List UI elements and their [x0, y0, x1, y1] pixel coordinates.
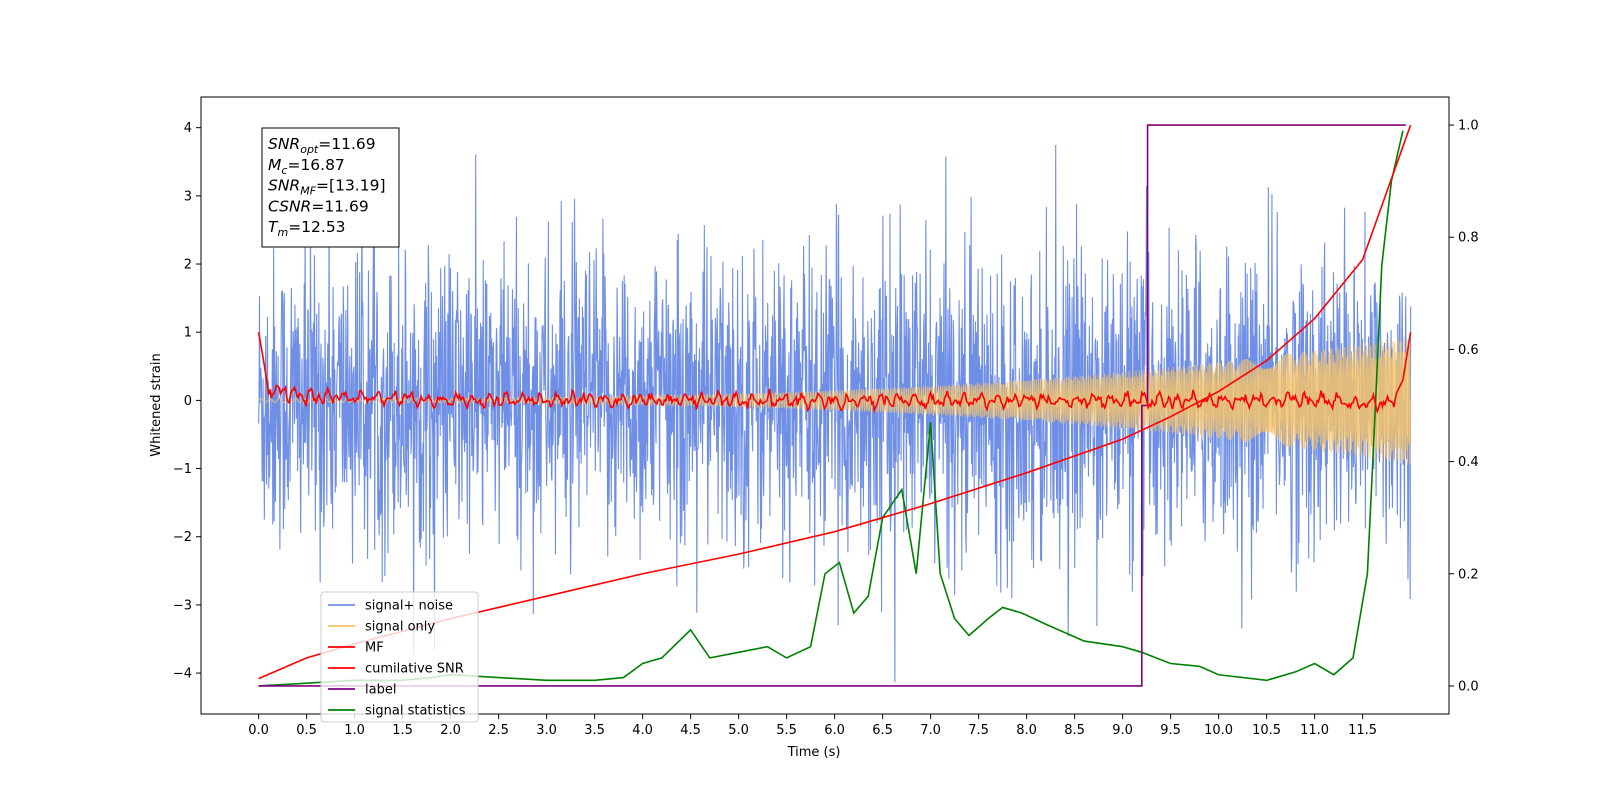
- y-tick-label: −2: [173, 530, 192, 545]
- annotation-symbol: T: [268, 218, 279, 236]
- x-tick-label: 2.0: [440, 723, 461, 738]
- annotation-subscript: MF: [300, 185, 316, 198]
- line-label: [258, 124, 1406, 687]
- annotation-subscript: opt: [300, 143, 319, 156]
- annotation-value: =12.53: [288, 218, 345, 236]
- y2-tick-label: 1.0: [1458, 119, 1479, 134]
- x-tick-label: 1.5: [392, 723, 413, 738]
- x-axis-ticks: 0.0 0.5 1.0 1.5 2.0 2.5 3.0 3.5 4.0 4.5 5.0 5.5 6.0 6…: [248, 714, 1377, 738]
- annotation-line: SNRopt=11.69: [268, 135, 376, 156]
- annotation-symbol: SNR: [268, 135, 300, 153]
- y-axis-ticks: 4 3 2 1 0 −1 −2 −3 −4: [173, 121, 201, 682]
- legend-label: label: [365, 683, 396, 698]
- y-tick-label: 4: [184, 121, 192, 136]
- annotation-symbol: SNR: [268, 177, 300, 195]
- legend-label: MF: [365, 641, 384, 656]
- x-tick-label: 6.5: [872, 723, 893, 738]
- y2-tick-label: 0.8: [1458, 231, 1479, 246]
- x-tick-label: 6.0: [824, 723, 845, 738]
- x-tick-label: 1.0: [344, 723, 365, 738]
- annotation-line: CSNR=11.69: [268, 197, 369, 215]
- x-tick-label: 8.0: [1016, 723, 1037, 738]
- y-axis-label: Whitened strain: [149, 353, 164, 456]
- annotation-value: =16.87: [287, 156, 344, 174]
- line-signal-statistics: [258, 130, 1404, 687]
- annotation-line: Mc=16.87: [268, 156, 345, 177]
- annotation-line: Tm=12.53: [268, 218, 346, 239]
- legend-label: signal only: [365, 620, 435, 635]
- y2-tick-label: 0.6: [1458, 343, 1479, 358]
- annotation-value: =11.69: [311, 197, 368, 215]
- annotation-value: =[13.19]: [316, 177, 385, 195]
- x-tick-label: 5.5: [776, 723, 797, 738]
- legend-label: signal+ noise: [365, 599, 453, 614]
- annotation-line: SNRMF=[13.19]: [268, 177, 386, 198]
- x-tick-label: 11.5: [1348, 723, 1377, 738]
- legend: signal+ noise signal only MF cumilative SNR…: [320, 591, 479, 723]
- x-tick-label: 0.5: [296, 723, 317, 738]
- annotation-symbol: CSNR: [268, 197, 311, 215]
- y2-axis-ticks: 1.0 0.8 0.6 0.4 0.2 0.0: [1449, 119, 1479, 694]
- y-tick-label: −4: [173, 667, 192, 682]
- x-tick-label: 8.5: [1064, 723, 1085, 738]
- legend-frame: [320, 591, 479, 723]
- legend-label: signal statistics: [365, 704, 466, 719]
- line-mf: [257, 332, 1412, 414]
- x-tick-label: 3.5: [584, 723, 605, 738]
- plot-frame: [200, 96, 1450, 715]
- x-tick-label: 4.0: [632, 723, 653, 738]
- x-tick-label: 9.0: [1112, 723, 1133, 738]
- x-tick-label: 0.0: [248, 723, 269, 738]
- annotation-frame: [261, 127, 400, 248]
- x-tick-label: 11.0: [1300, 723, 1329, 738]
- x-tick-label: 7.0: [920, 723, 941, 738]
- annotation-subscript: c: [281, 164, 287, 177]
- y-tick-label: 3: [184, 189, 192, 204]
- x-tick-label: 3.0: [536, 723, 557, 738]
- x-tick-label: 5.0: [728, 723, 749, 738]
- y2-tick-label: 0.0: [1458, 679, 1479, 694]
- annotation-box: SNRopt=11.69Mc=16.87SNRMF=[13.19]CSNR=11…: [261, 127, 400, 248]
- annotation-value: =11.69: [318, 135, 375, 153]
- y-tick-label: 1: [184, 326, 192, 341]
- x-tick-label: 10.0: [1204, 723, 1233, 738]
- y-tick-label: 0: [184, 394, 192, 409]
- x-axis-label: Time (s): [787, 745, 841, 760]
- x-tick-label: 9.5: [1160, 723, 1181, 738]
- y-tick-label: −1: [173, 462, 192, 477]
- legend-label: cumilative SNR: [365, 662, 464, 677]
- y2-tick-label: 0.4: [1458, 455, 1479, 470]
- x-tick-label: 4.5: [680, 723, 701, 738]
- x-tick-label: 7.5: [968, 723, 989, 738]
- y2-tick-label: 0.2: [1458, 567, 1479, 582]
- x-tick-label: 2.5: [488, 723, 509, 738]
- annotation-symbol: M: [268, 156, 281, 174]
- series-group: [257, 124, 1412, 687]
- y-tick-label: −3: [173, 598, 192, 613]
- x-tick-label: 10.5: [1252, 723, 1281, 738]
- annotation-subscript: m: [277, 226, 288, 239]
- y-tick-label: 2: [184, 258, 192, 273]
